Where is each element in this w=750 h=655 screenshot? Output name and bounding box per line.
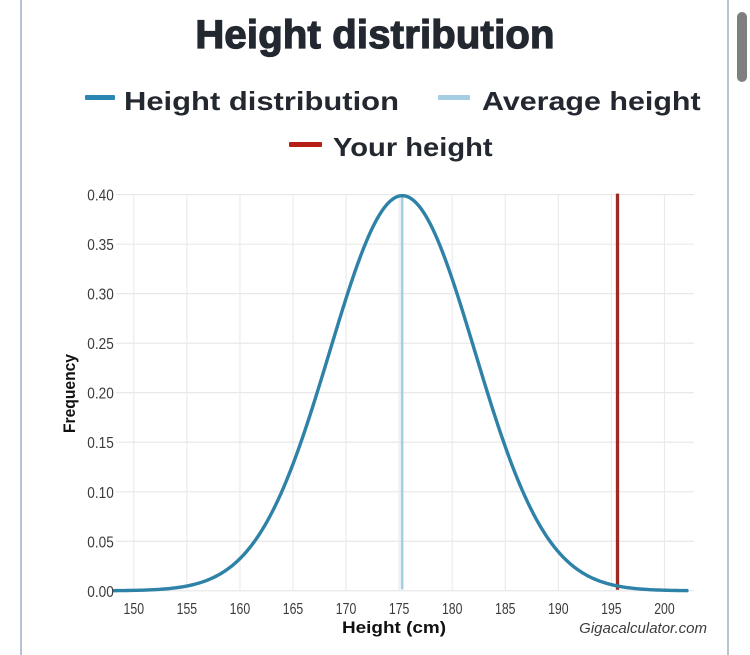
svg-text:Frequency: Frequency [61, 353, 79, 433]
svg-text:175: 175 [389, 601, 410, 618]
svg-text:0.20: 0.20 [87, 386, 114, 403]
svg-text:200: 200 [654, 601, 675, 618]
svg-text:0.25: 0.25 [87, 336, 114, 353]
svg-text:150: 150 [124, 601, 145, 618]
svg-text:180: 180 [442, 601, 463, 618]
svg-text:155: 155 [177, 601, 198, 618]
svg-text:170: 170 [336, 601, 357, 618]
svg-text:185: 185 [495, 601, 516, 618]
svg-text:165: 165 [283, 601, 304, 618]
svg-text:0.30: 0.30 [87, 287, 114, 304]
svg-text:0.35: 0.35 [87, 237, 114, 254]
svg-text:195: 195 [601, 601, 622, 618]
svg-text:Height (cm): Height (cm) [342, 618, 446, 637]
svg-text:0.05: 0.05 [87, 534, 114, 551]
svg-text:0.40: 0.40 [87, 188, 114, 205]
svg-text:Gigacalculator.com: Gigacalculator.com [579, 620, 707, 637]
svg-text:0.15: 0.15 [87, 435, 114, 452]
svg-text:160: 160 [230, 601, 251, 618]
svg-text:0.00: 0.00 [87, 584, 114, 601]
svg-text:0.10: 0.10 [87, 485, 114, 502]
svg-text:190: 190 [548, 601, 569, 618]
